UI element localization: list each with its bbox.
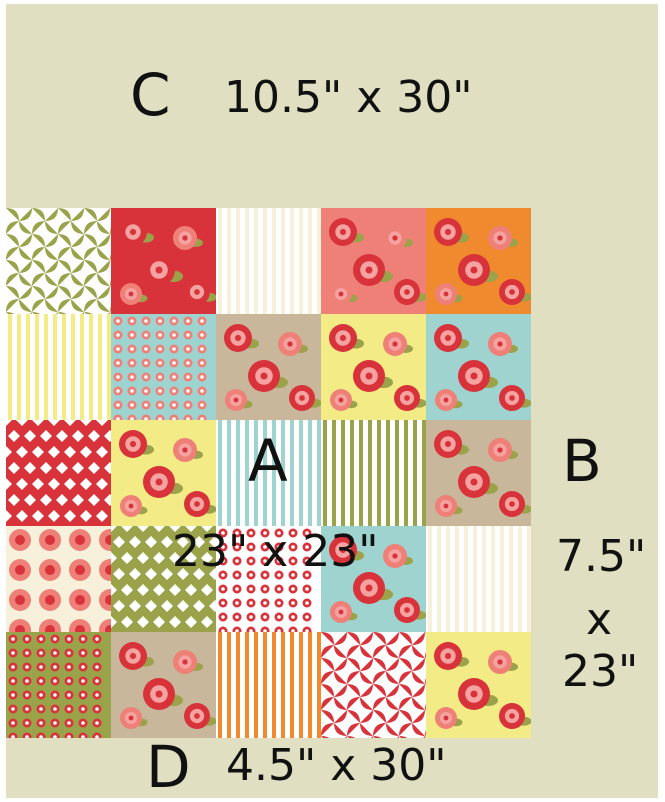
quilt-block-floral-orange bbox=[426, 208, 531, 314]
quilt-block-dot-aqua bbox=[111, 314, 216, 420]
panel-c-size: 10.5" x 30" bbox=[224, 72, 473, 123]
panel-b-letter: B bbox=[562, 427, 602, 495]
quilt-block-stripe-green bbox=[321, 420, 426, 526]
quilt-grid bbox=[6, 208, 532, 738]
panel-a-size: 23" x 23" bbox=[172, 526, 379, 577]
quilt-block-floral-aqua bbox=[321, 526, 426, 632]
quilt-block-rose-cream bbox=[6, 526, 111, 632]
quilt-block-floral-aqua bbox=[426, 314, 531, 420]
panel-b-size-width: 7.5" bbox=[556, 531, 647, 582]
quilt-block-stripe-yellow bbox=[6, 314, 111, 420]
quilt-block-stripe-orange bbox=[216, 632, 321, 738]
quilt-block-stripe-cream bbox=[216, 208, 321, 314]
quilt-block-floral-taupe bbox=[111, 632, 216, 738]
quilt-block-dot-green bbox=[6, 632, 111, 738]
quilt-block-floral-red bbox=[111, 208, 216, 314]
quilt-block-pinwheel-green bbox=[6, 208, 111, 314]
quilt-block-floral-yellow bbox=[321, 314, 426, 420]
quilt-block-floral-yellow bbox=[111, 420, 216, 526]
quilt-block-diamond-red bbox=[6, 420, 111, 526]
quilt-block-floral-taupe bbox=[216, 314, 321, 420]
quilt-block-stripe-aqua bbox=[216, 420, 321, 526]
quilt-block-pinwheel-red bbox=[321, 632, 426, 738]
panel-d-size: 4.5" x 30" bbox=[226, 740, 447, 791]
quilt-block-floral-taupe bbox=[426, 420, 531, 526]
panel-b-size-times: x bbox=[586, 594, 613, 645]
panel-d-letter: D bbox=[146, 733, 191, 801]
panel-c-letter: C bbox=[130, 61, 171, 129]
panel-b-size-height: 23" bbox=[562, 646, 639, 697]
quilt-block-floral-yellow bbox=[426, 632, 531, 738]
panel-a-letter: A bbox=[248, 427, 288, 495]
quilt-block-stripe-pink bbox=[426, 526, 531, 632]
quilt-block-floral-coral bbox=[321, 208, 426, 314]
quilt-block-dot-red bbox=[216, 526, 321, 632]
quilt-block-diamond-green bbox=[111, 526, 216, 632]
